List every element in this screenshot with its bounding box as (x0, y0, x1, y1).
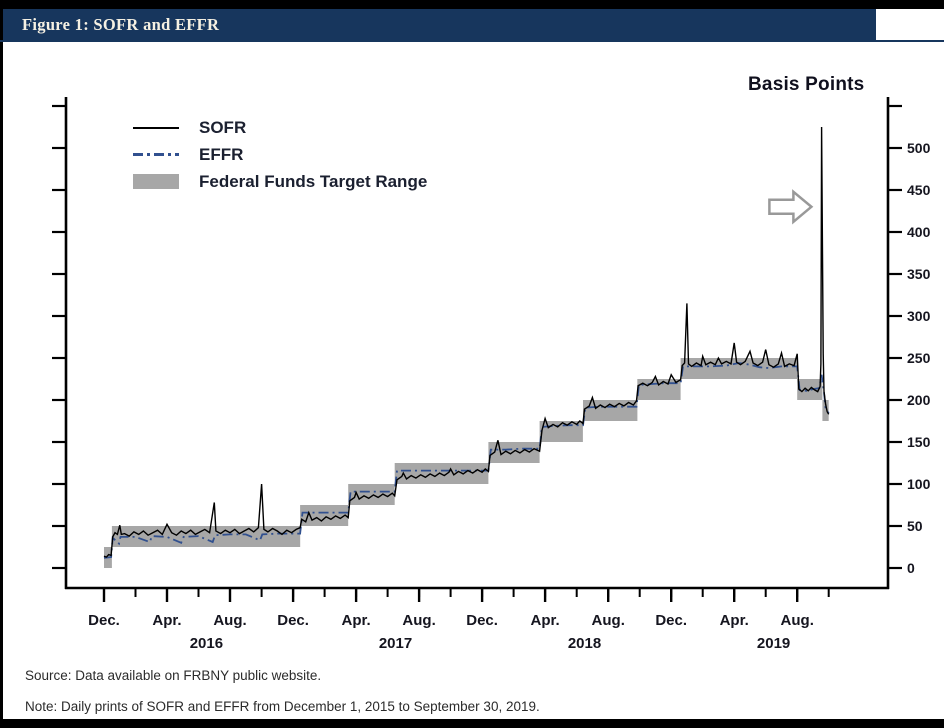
x-tick-label: Apr. (152, 612, 181, 629)
x-year-label: 2016 (190, 635, 223, 652)
x-tick-label: Dec. (88, 612, 120, 629)
y-tick-label: 300 (907, 308, 931, 324)
target-range-band (488, 442, 540, 463)
sofr-line (103, 126, 830, 558)
y-axis-title: Basis Points (748, 74, 865, 95)
x-year-label: 2018 (568, 635, 601, 652)
y-tick-label: 350 (907, 266, 931, 282)
legend-item-effr: EFFR (133, 141, 427, 168)
y-tick-label: 500 (907, 140, 931, 156)
y-tick-label: 150 (907, 434, 931, 450)
header-rule (0, 40, 944, 42)
effr-line-swatch (133, 153, 181, 156)
bottom-black-bar (0, 719, 944, 728)
left-black-edge (0, 0, 3, 728)
y-tick-label: 400 (907, 224, 931, 240)
x-tick-label: Dec. (655, 612, 687, 629)
x-tick-label: Aug. (592, 612, 625, 629)
figure-title: Figure 1: SOFR and EFFR (22, 14, 220, 34)
x-tick-label: Aug. (402, 612, 435, 629)
target-range-band (822, 400, 829, 421)
figure-title-bar: Figure 1: SOFR and EFFR (3, 9, 876, 40)
sofr-line-swatch (133, 126, 181, 129)
x-tick-label: Aug. (213, 612, 246, 629)
y-tick-label: 50 (907, 518, 923, 534)
source-note: Source: Data available on FRBNY public w… (25, 668, 322, 683)
target-range-band (348, 484, 395, 505)
x-tick-label: Apr. (531, 612, 560, 629)
legend-label-effr: EFFR (199, 144, 244, 164)
target-range-band (637, 379, 681, 400)
x-tick-label: Dec. (277, 612, 309, 629)
y-tick-label: 450 (907, 182, 931, 198)
x-tick-label: Aug. (781, 612, 814, 629)
legend-label-target-range: Federal Funds Target Range (199, 171, 428, 191)
effr-line (103, 362, 830, 559)
x-year-label: 2019 (757, 635, 790, 652)
x-tick-label: Apr. (720, 612, 749, 629)
top-black-bar (0, 0, 944, 9)
spike-arrow-icon (768, 189, 814, 225)
y-tick-label: 250 (907, 350, 931, 366)
chart-legend: SOFR EFFR Federal Funds Target Range (133, 114, 427, 195)
x-tick-label: Apr. (342, 612, 371, 629)
x-tick-label: Dec. (466, 612, 498, 629)
legend-item-sofr: SOFR (133, 114, 427, 141)
legend-label-sofr: SOFR (199, 117, 247, 137)
y-tick-label: 100 (907, 476, 931, 492)
y-tick-label: 0 (907, 560, 915, 576)
legend-item-target-range: Federal Funds Target Range (133, 168, 427, 195)
target-range-swatch (133, 174, 181, 189)
x-year-label: 2017 (379, 635, 412, 652)
data-note: Note: Daily prints of SOFR and EFFR from… (25, 699, 540, 714)
y-tick-label: 200 (907, 392, 931, 408)
